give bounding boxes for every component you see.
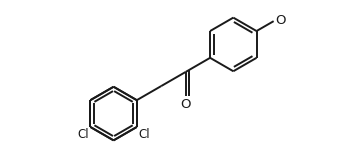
Text: O: O: [275, 14, 285, 27]
Text: O: O: [181, 98, 191, 111]
Text: Cl: Cl: [138, 128, 150, 141]
Text: Cl: Cl: [77, 128, 89, 141]
